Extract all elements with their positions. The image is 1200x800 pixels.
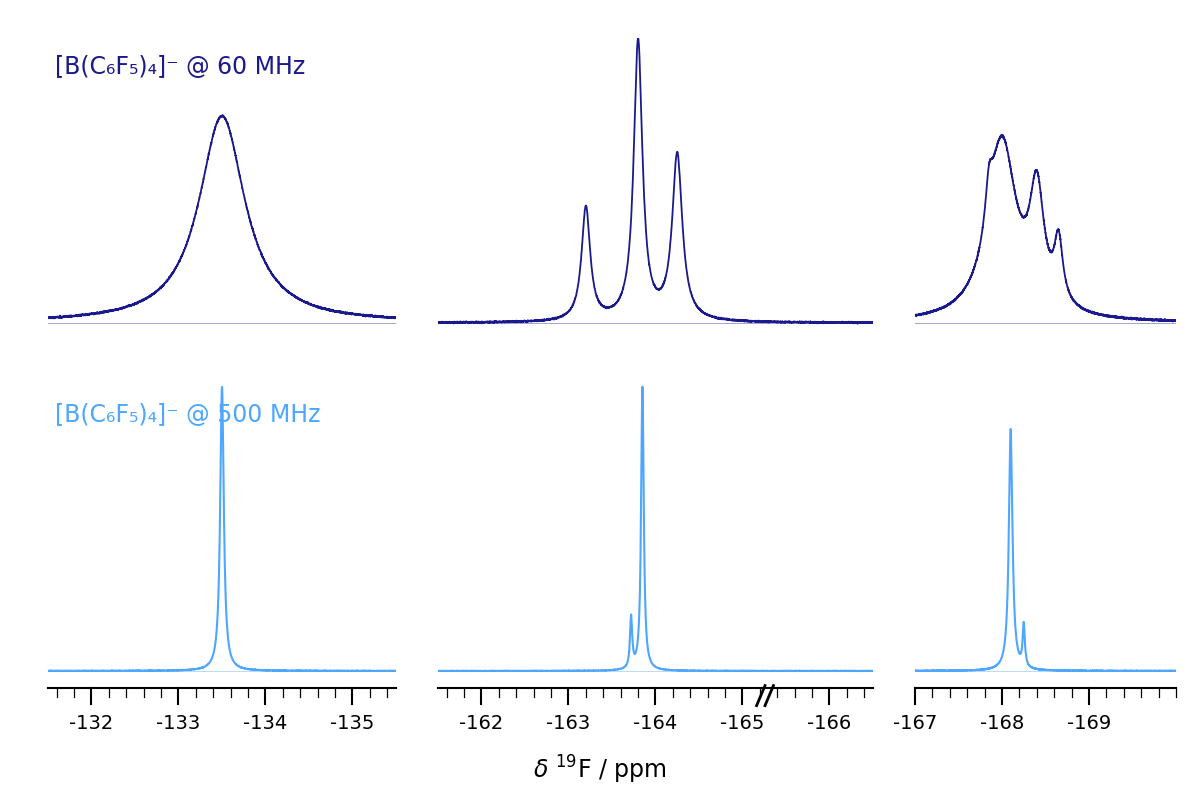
Text: -135: -135 xyxy=(330,714,374,734)
Text: -165: -165 xyxy=(720,714,764,734)
Text: $\delta\ ^{19}$F / ppm: $\delta\ ^{19}$F / ppm xyxy=(533,754,667,786)
Text: [B(C₆F₅)₄]⁻ @ 500 MHz: [B(C₆F₅)₄]⁻ @ 500 MHz xyxy=(55,403,320,427)
Text: -134: -134 xyxy=(244,714,288,734)
Text: -168: -168 xyxy=(980,714,1024,734)
Text: -166: -166 xyxy=(808,714,852,734)
Text: -133: -133 xyxy=(156,714,200,734)
Text: -163: -163 xyxy=(546,714,590,734)
Text: -167: -167 xyxy=(893,714,937,734)
Text: -132: -132 xyxy=(70,714,114,734)
Text: [B(C₆F₅)₄]⁻ @ 60 MHz: [B(C₆F₅)₄]⁻ @ 60 MHz xyxy=(55,55,305,79)
Text: -169: -169 xyxy=(1067,714,1111,734)
Text: -164: -164 xyxy=(634,714,678,734)
Text: -162: -162 xyxy=(460,714,504,734)
